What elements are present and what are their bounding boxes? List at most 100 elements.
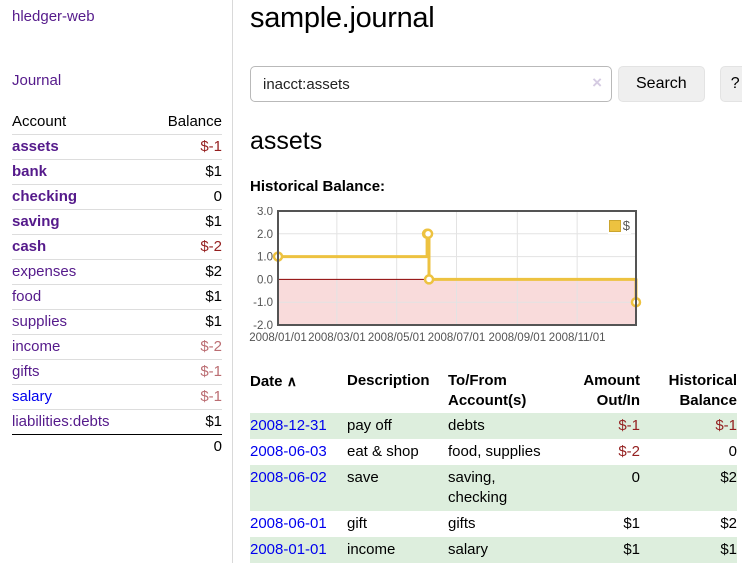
search-input[interactable] <box>250 66 612 102</box>
transaction-balance: $1 <box>720 541 737 558</box>
chart-border <box>277 210 637 326</box>
account-link-gifts[interactable]: gifts <box>12 363 40 380</box>
transaction-amount: $-1 <box>618 417 640 434</box>
account-link-assets[interactable]: assets <box>12 138 59 155</box>
data-point <box>423 274 435 285</box>
account-link-bank[interactable]: bank <box>12 163 48 180</box>
accounts-total-row: 0 <box>12 434 222 459</box>
x-tick-label: 2008/11/01 <box>549 332 606 344</box>
search-box: × <box>250 66 612 102</box>
y-tick-label: 3.0 <box>257 207 273 218</box>
chart-label: Historical Balance: <box>250 178 386 195</box>
date-header-label[interactable]: Date <box>250 373 283 390</box>
y-tick-label: 1.0 <box>257 252 273 264</box>
transaction-date-link[interactable]: 2008-06-02 <box>250 469 327 486</box>
y-tick-label: -2.0 <box>253 320 273 332</box>
historical-balance-chart: 3.0 2.0 1.0 0.0 -1.0 -2.0 2008/01/01 2008/03/01… <box>248 207 648 349</box>
legend-label: $ <box>622 218 630 233</box>
account-row: supplies $1 <box>12 309 222 335</box>
account-row: salary $-1 <box>12 384 222 410</box>
account-link-liabilities-debts[interactable]: liabilities:debts <box>12 413 110 430</box>
legend-swatch-icon <box>608 219 621 232</box>
amount-line2: Out/In <box>596 392 640 409</box>
page: hledger-web Journal Account Balance asse… <box>0 0 742 563</box>
main-content: sample.journal × Search ? assets Histori… <box>233 0 742 563</box>
transaction-accounts: salary <box>448 541 489 558</box>
y-tick-label: 2.0 <box>257 229 273 241</box>
y-tick-label: 0.0 <box>257 274 273 286</box>
register-header-date[interactable]: Date ∧ <box>250 369 347 413</box>
account-row: gifts $-1 <box>12 359 222 385</box>
register-header-amount: Amount Out/In <box>560 369 640 413</box>
page-title: sample.journal <box>250 2 435 34</box>
register-row: 2008-06-02 save saving, checking 0 $2 <box>250 465 737 511</box>
transaction-accounts: saving, checking <box>448 469 508 506</box>
accounts-table-header-row: Account Balance <box>12 110 222 135</box>
transaction-description: save <box>347 469 379 486</box>
account-row: liabilities:debts $1 <box>12 409 222 435</box>
account-heading: assets <box>250 127 323 155</box>
transaction-balance: 0 <box>728 443 737 460</box>
account-row: saving $1 <box>12 209 222 235</box>
amount-line1: Amount <box>583 372 640 389</box>
x-tick-label: 2008/09/01 <box>489 332 547 344</box>
transaction-date-link[interactable]: 2008-12-31 <box>250 417 327 434</box>
account-balance: $2 <box>146 259 222 285</box>
transaction-accounts: gifts <box>448 515 476 532</box>
sidebar-item-journal[interactable]: Journal <box>12 72 62 89</box>
register-header-balance: Historical Balance <box>640 369 737 413</box>
transaction-description: income <box>347 541 396 558</box>
transaction-date-link[interactable]: 2008-06-03 <box>250 443 327 460</box>
account-link-cash[interactable]: cash <box>12 238 47 255</box>
sidebar: hledger-web Journal Account Balance asse… <box>0 0 233 563</box>
account-balance: $1 <box>146 284 222 310</box>
balance-line2: Balance <box>679 392 737 409</box>
x-tick-label: 2008/03/01 <box>308 332 366 344</box>
accounts-header-account: Account <box>12 113 67 130</box>
account-link-saving[interactable]: saving <box>12 213 60 230</box>
transaction-date-link[interactable]: 2008-06-01 <box>250 515 327 532</box>
data-point <box>422 228 434 240</box>
app-title-link[interactable]: hledger-web <box>12 8 95 25</box>
account-link-supplies[interactable]: supplies <box>12 313 68 330</box>
balance-line1: Historical <box>668 372 737 389</box>
accounts-total-value: 0 <box>146 434 222 459</box>
help-button[interactable]: ? <box>719 66 742 102</box>
accounts-header-balance: Balance <box>167 113 222 130</box>
account-row: cash $-2 <box>12 234 222 260</box>
transaction-amount: $-2 <box>618 443 640 460</box>
account-row: food $1 <box>12 284 222 310</box>
register-header-description: Description <box>347 372 430 389</box>
transaction-description: eat & shop <box>347 443 419 460</box>
clear-search-icon[interactable]: × <box>592 73 602 92</box>
account-link-salary[interactable]: salary <box>12 388 53 405</box>
register-row: 2008-01-01 income salary $1 $1 <box>250 537 737 563</box>
register-row: 2008-06-03 eat & shop food, supplies $-2… <box>250 439 737 465</box>
account-balance: $1 <box>146 159 222 185</box>
account-row: checking 0 <box>12 184 222 210</box>
account-link-expenses[interactable]: expenses <box>12 263 77 280</box>
y-tick-label: -1.0 <box>253 297 273 309</box>
transaction-balance: $-1 <box>715 417 737 434</box>
x-tick-label: 2008/07/01 <box>428 332 486 344</box>
account-link-food[interactable]: food <box>12 288 42 305</box>
search-button[interactable]: Search <box>618 66 705 102</box>
account-balance: $-2 <box>146 234 222 260</box>
account-row: expenses $2 <box>12 259 222 285</box>
account-balance: $-2 <box>146 334 222 360</box>
chart-legend: $ <box>607 217 631 234</box>
register-header-row: Date ∧ Description To/From Account(s) Amo… <box>250 369 737 413</box>
transaction-amount: 0 <box>631 469 640 486</box>
account-link-checking[interactable]: checking <box>12 188 78 205</box>
sort-asc-icon[interactable]: ∧ <box>286 373 297 389</box>
x-tick-label: 2008/01/01 <box>249 332 307 344</box>
transaction-date-link[interactable]: 2008-01-01 <box>250 541 327 558</box>
transaction-balance: $2 <box>720 469 737 486</box>
transaction-description: pay off <box>347 417 392 434</box>
register-table: Date ∧ Description To/From Account(s) Amo… <box>250 369 737 563</box>
transaction-balance: $2 <box>720 515 737 532</box>
account-balance: $1 <box>146 309 222 335</box>
register-header-accounts: To/From Account(s) <box>448 369 560 413</box>
account-balance: 0 <box>146 184 222 210</box>
account-link-income[interactable]: income <box>12 338 61 355</box>
